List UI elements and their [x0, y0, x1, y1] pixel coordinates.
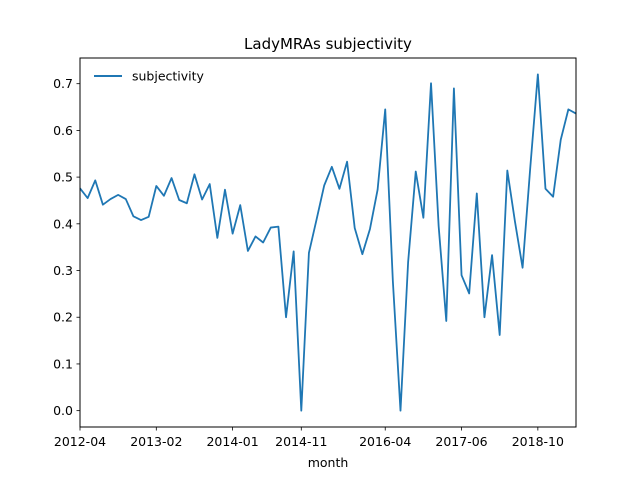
series-layer — [79, 73, 577, 412]
x-tick-label: 2018-10 — [512, 434, 564, 449]
y-tick-label: 0.4 — [53, 216, 73, 231]
legend-label: subjectivity — [132, 69, 205, 84]
plot-area — [80, 58, 576, 427]
y-axis: 0.0 0.1 0.2 0.3 0.4 0.5 0.6 0.7 — [53, 76, 80, 418]
x-axis: 2012-04 2013-02 2014-01 2014-11 2016-04 2017-… — [54, 427, 564, 449]
y-tick-label: 0.6 — [53, 123, 73, 138]
x-tick-label: 2014-11 — [275, 434, 327, 449]
x-tick-label: 2016-04 — [359, 434, 411, 449]
series-line-subjectivity — [79, 73, 577, 412]
y-tick-label: 0.2 — [53, 310, 73, 325]
x-axis-label: month — [308, 455, 349, 470]
x-tick-label: 2013-02 — [130, 434, 182, 449]
plot-frame — [79, 57, 577, 428]
y-tick-label: 0.5 — [53, 170, 73, 185]
y-tick-label: 0.1 — [53, 356, 73, 371]
x-tick-label: 2014-01 — [206, 434, 258, 449]
x-tick-label: 2017-06 — [435, 434, 487, 449]
y-tick-label: 0.3 — [53, 263, 73, 278]
x-tick-label: 2012-04 — [54, 434, 106, 449]
y-tick-label: 0.0 — [53, 403, 73, 418]
legend: subjectivity — [94, 69, 205, 84]
chart-title: LadyMRAs subjectivity — [244, 35, 412, 53]
y-tick-label: 0.7 — [53, 76, 73, 91]
